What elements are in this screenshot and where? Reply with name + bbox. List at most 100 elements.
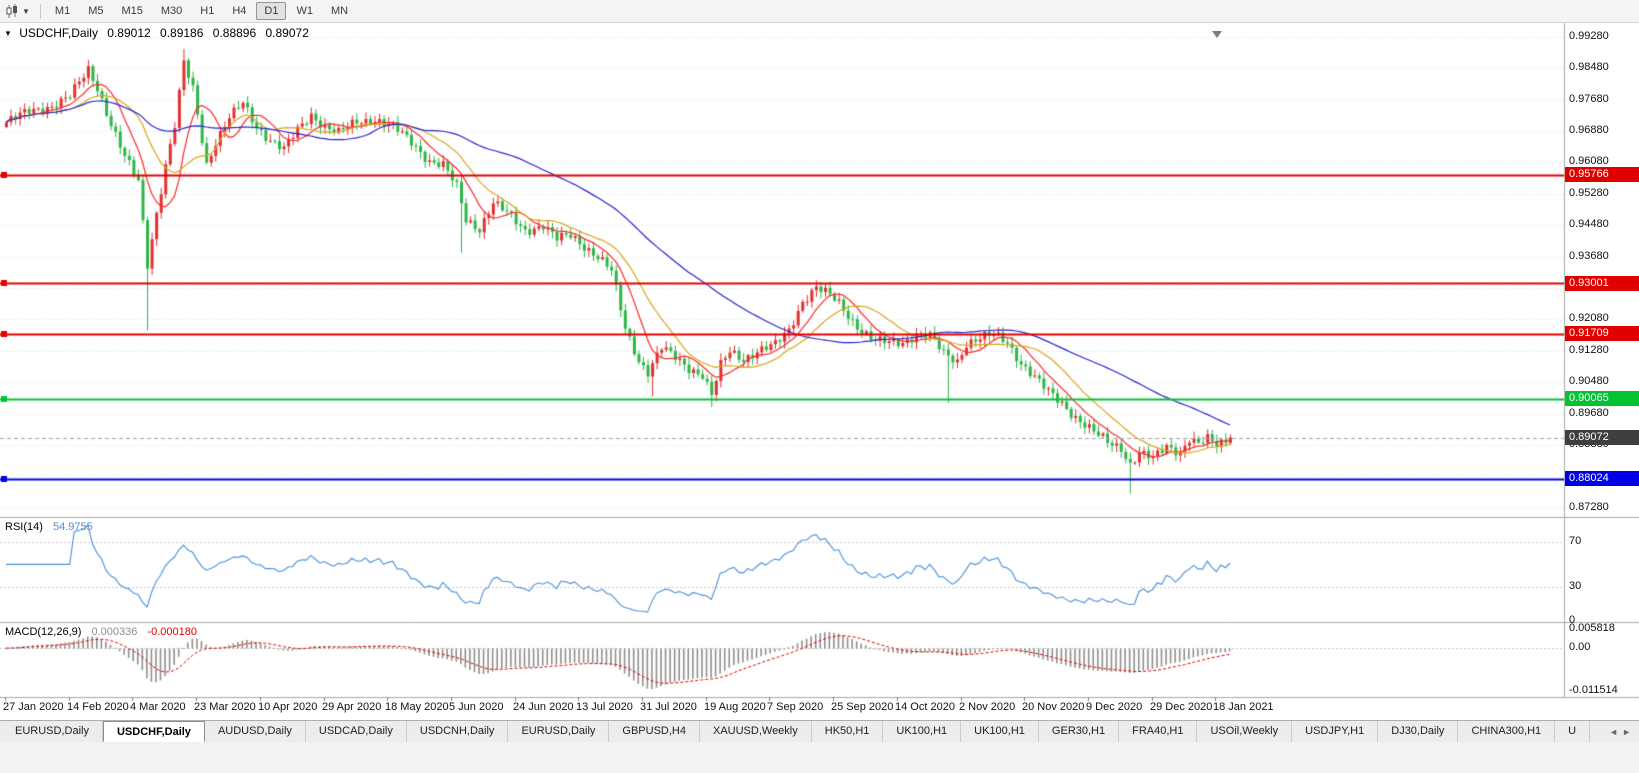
bid-price-tag: 0.89072 xyxy=(1565,430,1639,446)
date-axis-label: 10 Apr 2020 xyxy=(258,701,318,713)
date-axis-label: 31 Jul 2020 xyxy=(640,701,697,713)
date-axis-label: 20 Nov 2020 xyxy=(1022,701,1085,713)
timeframe-toolbar: ▼ M1 M5 M15 M30 H1 H4 D1 W1 MN xyxy=(0,0,1639,23)
tab-scroll-controls: ◄ ► xyxy=(1601,721,1639,742)
price-axis-label: 0.90480 xyxy=(1569,375,1609,388)
date-axis-label: 4 Mar 2020 xyxy=(130,701,186,713)
chart-tab-uk100-h1[interactable]: UK100,H1 xyxy=(961,721,1039,742)
chart-tab-china300-h1[interactable]: CHINA300,H1 xyxy=(1458,721,1556,742)
chart-symbol-period: USDCHF,Daily xyxy=(19,26,98,40)
chart-tab-usoil-weekly[interactable]: USOil,Weekly xyxy=(1197,721,1293,742)
chart-tab-u[interactable]: U xyxy=(1555,721,1591,742)
price-axis-label: 0.91280 xyxy=(1569,343,1609,356)
timeframe-button-m15[interactable]: M15 xyxy=(121,5,143,17)
price-axis-label: 0.96880 xyxy=(1569,123,1609,136)
price-axis-label: 0.89680 xyxy=(1569,406,1609,419)
rsi-indicator-label: RSI(14) 54.9755 xyxy=(5,521,93,533)
macd-axis-label: 0.005818 xyxy=(1569,622,1615,634)
timeframe-button-w1[interactable]: W1 xyxy=(296,5,313,17)
macd-axis-label: -0.011514 xyxy=(1569,684,1618,696)
chart-tab-ger30-h1[interactable]: GER30,H1 xyxy=(1039,721,1120,742)
horizontal-line-price-tag: 0.88024 xyxy=(1565,471,1639,487)
price-axis-label: 0.98480 xyxy=(1569,61,1609,74)
date-axis-label: 18 May 2020 xyxy=(385,701,449,713)
date-axis-label: 29 Apr 2020 xyxy=(322,701,382,713)
date-axis-label: 27 Jan 2020 xyxy=(3,701,64,713)
chart-tab-usdjpy-h1[interactable]: USDJPY,H1 xyxy=(1292,721,1379,742)
chart-tab-eurusd-daily[interactable]: EURUSD,Daily xyxy=(508,721,610,742)
rsi-axis-label: 70 xyxy=(1569,534,1582,547)
rsi-axis-label: 30 xyxy=(1569,580,1582,592)
date-axis-label: 23 Mar 2020 xyxy=(194,701,256,713)
price-axis-label: 0.95280 xyxy=(1569,186,1609,199)
price-axis-label: 0.97680 xyxy=(1569,92,1609,105)
candlestick-chart-icon xyxy=(6,3,17,18)
date-axis-label: 14 Feb 2020 xyxy=(67,701,129,713)
price-axis-label: 0.87280 xyxy=(1569,500,1609,513)
chart-tab-usdcad-daily[interactable]: USDCAD,Daily xyxy=(306,721,407,742)
chart-tab-eurusd-daily[interactable]: EURUSD,Daily xyxy=(2,721,103,742)
timeframe-button-h4[interactable]: H4 xyxy=(232,5,247,17)
price-axis-label: 0.96080 xyxy=(1569,155,1609,168)
timeframe-button-d1[interactable]: D1 xyxy=(256,2,287,20)
chevron-down-icon: ▼ xyxy=(22,6,30,16)
chart-tab-usdcnh-daily[interactable]: USDCNH,Daily xyxy=(407,721,509,742)
chart-tab-dj30-daily[interactable]: DJ30,Daily xyxy=(1378,721,1459,742)
horizontal-line-price-tag: 0.95766 xyxy=(1565,167,1639,183)
one-click-trading-icon[interactable]: ▼ xyxy=(4,29,12,38)
date-axis-label: 14 Oct 2020 xyxy=(895,701,955,713)
ohlc-open: 0.89012 xyxy=(107,26,151,40)
tab-scroll-left-icon[interactable]: ◄ xyxy=(1609,726,1619,737)
chart-tab-uk100-h1[interactable]: UK100,H1 xyxy=(883,721,962,742)
date-axis-label: 2 Nov 2020 xyxy=(959,701,1016,713)
macd-axis-label: 0.00 xyxy=(1569,641,1591,654)
date-axis-label: 13 Jul 2020 xyxy=(576,701,633,713)
rsi-name: RSI(14) xyxy=(5,521,43,533)
tab-scroll-right-icon[interactable]: ► xyxy=(1622,726,1631,737)
ohlc-close: 0.89072 xyxy=(265,26,309,40)
chart-tab-bar: EURUSD,Daily USDCHF,Daily AUDUSD,Daily USDC… xyxy=(0,720,1639,742)
window-bottom-strip xyxy=(0,741,1639,773)
ohlc-high: 0.89186 xyxy=(160,26,204,40)
price-axis-label: 0.99280 xyxy=(1569,29,1609,42)
chart-tab-hk50-h1[interactable]: HK50,H1 xyxy=(812,721,884,742)
date-axis-label: 18 Jan 2021 xyxy=(1213,701,1274,713)
timeframe-button-m5[interactable]: M5 xyxy=(88,5,104,17)
date-axis-label: 5 Jun 2020 xyxy=(449,701,504,713)
chart-tab-fra40-h1[interactable]: FRA40,H1 xyxy=(1119,721,1198,742)
timeframe-buttons: M1 M5 M15 M30 H1 H4 D1 W1 MN xyxy=(46,2,357,20)
macd-indicator-label: MACD(12,26,9) 0.000336 -0.000180 xyxy=(5,626,197,638)
chart-tab-xauusd-weekly[interactable]: XAUUSD,Weekly xyxy=(700,721,812,742)
price-axis-label: 0.92080 xyxy=(1569,312,1609,325)
price-axis-label: 0.93680 xyxy=(1569,249,1609,262)
date-axis-label: 25 Sep 2020 xyxy=(831,701,894,713)
ohlc-low: 0.88896 xyxy=(212,26,257,40)
date-axis-label: 24 Jun 2020 xyxy=(513,701,574,713)
toolbar-separator xyxy=(39,3,41,19)
chart-tabs: EURUSD,Daily USDCHF,Daily AUDUSD,Daily USDC… xyxy=(0,721,1601,742)
date-axis-label: 29 Dec 2020 xyxy=(1150,701,1213,713)
horizontal-line-price-tag: 0.90065 xyxy=(1565,391,1639,407)
date-axis-label: 19 Aug 2020 xyxy=(704,701,766,713)
timeframe-button-h1[interactable]: H1 xyxy=(200,5,215,17)
chart-shift-marker-icon[interactable] xyxy=(1212,31,1222,38)
horizontal-line-price-tag: 0.93001 xyxy=(1565,275,1639,291)
timeframe-button-mn[interactable]: MN xyxy=(330,5,349,17)
macd-name: MACD(12,26,9) xyxy=(5,626,82,638)
timeframe-button-m30[interactable]: M30 xyxy=(160,5,183,17)
chart-ohlc-label: ▼ USDCHF,Daily 0.89012 0.89186 0.88896 0… xyxy=(4,26,309,40)
macd-signal-value: -0.000180 xyxy=(147,626,197,638)
rsi-value: 54.9755 xyxy=(52,521,93,533)
macd-main-value: 0.000336 xyxy=(91,626,138,638)
horizontal-line-price-tag: 0.91709 xyxy=(1565,326,1639,342)
rsi-axis-label: 0 xyxy=(1569,614,1576,626)
chart-tab-gbpusd-h4[interactable]: GBPUSD,H4 xyxy=(609,721,700,742)
timeframe-button-m1[interactable]: M1 xyxy=(54,5,71,17)
date-axis-label: 7 Sep 2020 xyxy=(767,701,824,713)
date-axis-label: 9 Dec 2020 xyxy=(1086,701,1143,713)
chart-period-menu-button[interactable]: ▼ xyxy=(0,1,35,21)
price-axis-label: 0.94480 xyxy=(1569,218,1609,231)
chart-tab-usdchf-daily[interactable]: USDCHF,Daily xyxy=(102,721,205,742)
chart-tab-audusd-daily[interactable]: AUDUSD,Daily xyxy=(205,721,306,742)
